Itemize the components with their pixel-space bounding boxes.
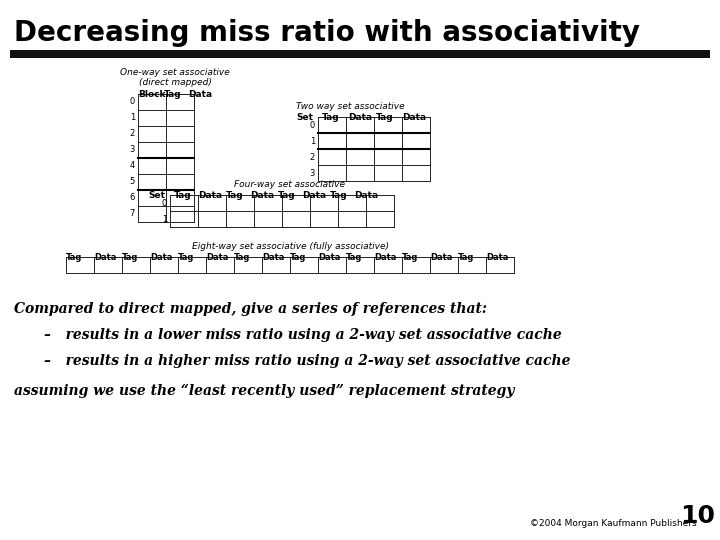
Text: Data: Data: [374, 253, 397, 262]
Text: Set: Set: [296, 113, 313, 122]
Text: Tag: Tag: [346, 253, 362, 262]
Text: Data: Data: [402, 113, 426, 122]
Text: Data: Data: [198, 191, 222, 200]
Text: Data: Data: [318, 253, 341, 262]
Text: Tag: Tag: [376, 113, 394, 122]
Text: Data: Data: [486, 253, 508, 262]
Text: Tag: Tag: [458, 253, 474, 262]
Text: Data: Data: [94, 253, 117, 262]
Text: 0: 0: [310, 120, 315, 130]
Text: 3: 3: [130, 145, 135, 154]
Text: 2: 2: [130, 130, 135, 138]
Text: 2: 2: [310, 152, 315, 161]
Text: 6: 6: [130, 193, 135, 202]
Text: Four-way set associative: Four-way set associative: [235, 180, 346, 189]
Text: Tag: Tag: [330, 191, 348, 200]
Text: 10: 10: [680, 504, 715, 528]
Text: 7: 7: [130, 210, 135, 219]
Text: Data: Data: [188, 90, 212, 99]
Text: Tag: Tag: [234, 253, 251, 262]
Text: assuming we use the “least recently used” replacement strategy: assuming we use the “least recently used…: [14, 384, 515, 399]
Text: Tag: Tag: [226, 191, 243, 200]
Text: Data: Data: [354, 191, 378, 200]
Text: One-way set associative: One-way set associative: [120, 68, 230, 77]
Text: Tag: Tag: [402, 253, 418, 262]
Text: (direct mapped): (direct mapped): [138, 78, 212, 87]
Text: 1: 1: [162, 214, 167, 224]
Text: Data: Data: [302, 191, 326, 200]
Text: 1: 1: [310, 137, 315, 145]
Text: Data: Data: [262, 253, 284, 262]
Text: ©2004 Morgan Kaufmann Publishers: ©2004 Morgan Kaufmann Publishers: [530, 519, 697, 528]
Text: –   results in a higher miss ratio using a 2-way set associative cache: – results in a higher miss ratio using a…: [44, 354, 570, 368]
Text: –   results in a lower miss ratio using a 2-way set associative cache: – results in a lower miss ratio using a …: [44, 328, 562, 342]
Text: Eight-way set associative (fully associative): Eight-way set associative (fully associa…: [192, 242, 389, 251]
Text: 4: 4: [130, 161, 135, 171]
Text: Tag: Tag: [174, 191, 192, 200]
Text: Data: Data: [430, 253, 452, 262]
Text: Tag: Tag: [178, 253, 194, 262]
Text: Block: Block: [138, 90, 166, 99]
Text: Tag: Tag: [290, 253, 307, 262]
Text: Tag: Tag: [122, 253, 138, 262]
Text: 1: 1: [130, 113, 135, 123]
Text: Decreasing miss ratio with associativity: Decreasing miss ratio with associativity: [14, 19, 640, 47]
Text: Tag: Tag: [164, 90, 181, 99]
Text: Compared to direct mapped, give a series of references that:: Compared to direct mapped, give a series…: [14, 302, 487, 316]
Text: 0: 0: [130, 98, 135, 106]
Text: Tag: Tag: [322, 113, 340, 122]
Text: 3: 3: [310, 168, 315, 178]
Bar: [10, 50, 710, 58]
Text: Data: Data: [206, 253, 228, 262]
Text: Tag: Tag: [66, 253, 82, 262]
Text: 0: 0: [162, 199, 167, 207]
Text: Data: Data: [250, 191, 274, 200]
Text: Data: Data: [150, 253, 172, 262]
Text: 5: 5: [130, 178, 135, 186]
Text: Data: Data: [348, 113, 372, 122]
Text: Two way set associative: Two way set associative: [296, 102, 405, 111]
Text: Tag: Tag: [278, 191, 296, 200]
Text: Set: Set: [148, 191, 165, 200]
